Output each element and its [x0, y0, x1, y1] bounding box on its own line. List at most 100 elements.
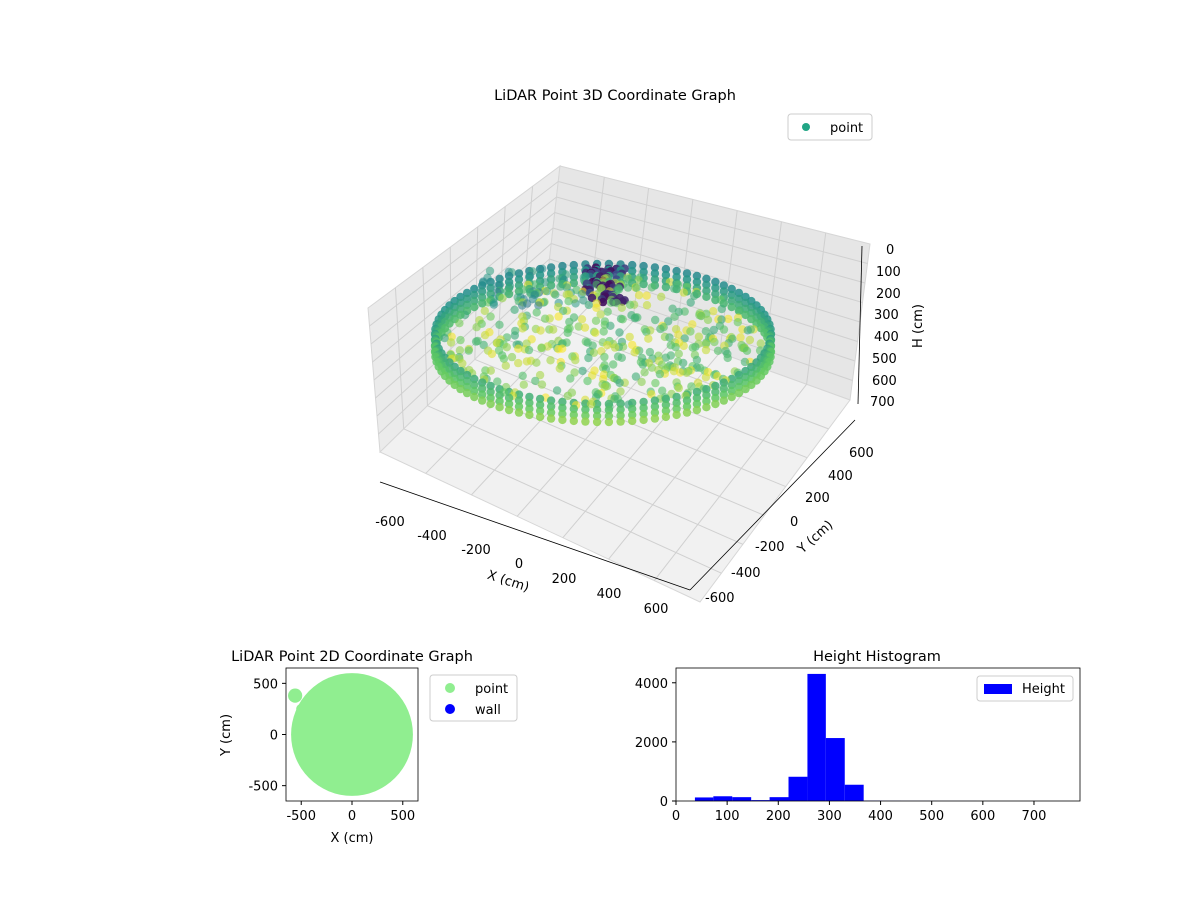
point-3d [682, 402, 692, 411]
point-3d [702, 274, 711, 283]
point-3d [625, 332, 634, 342]
point-3d [661, 412, 671, 422]
point-3d [600, 382, 609, 392]
point-3d [546, 414, 556, 423]
point-3d [692, 399, 702, 409]
point-3d [470, 374, 479, 384]
grid-line [806, 232, 827, 385]
point-3d [569, 272, 578, 282]
point-3d [665, 333, 674, 342]
point-3d [658, 386, 667, 395]
point-3d [565, 317, 574, 327]
z-tick-label: 300 [874, 308, 899, 323]
point-3d [546, 263, 556, 272]
point-3d [486, 312, 495, 321]
point-3d [610, 343, 620, 352]
grid-line [369, 181, 559, 327]
point-3d [719, 281, 728, 290]
point-3d [740, 357, 750, 367]
y-tick-label-2d: 500 [253, 677, 278, 692]
point-3d [580, 323, 590, 332]
point-3d [631, 372, 641, 381]
point-3d [682, 408, 692, 417]
x-tick-label-2d: 0 [348, 809, 356, 824]
histogram-title: Height Histogram [813, 649, 941, 665]
point-3d [603, 340, 612, 350]
point-3d [710, 337, 719, 347]
point-3d [478, 299, 487, 308]
point-3d [650, 269, 660, 278]
point-3d [546, 402, 556, 411]
point-3d [717, 315, 726, 324]
point-3d [692, 355, 702, 365]
point-3d [507, 352, 517, 362]
legend-2d: point wall [429, 674, 518, 722]
chart-3d: LiDAR Point 3D Coordinate Graph -600 -40… [367, 88, 926, 617]
point-3d [630, 313, 639, 323]
point-3d [727, 284, 736, 294]
point-3d [536, 326, 545, 335]
point-3d [577, 315, 587, 324]
point-3d [616, 399, 625, 408]
x-tick-label-hist: 0 [672, 809, 680, 824]
point-3d [688, 343, 697, 352]
point-3d [478, 390, 487, 399]
grid-line [450, 382, 765, 516]
point-3d [534, 301, 543, 310]
point-3d [623, 283, 633, 292]
point-3d [711, 393, 720, 403]
point-3d [542, 287, 552, 296]
point-3d [609, 360, 618, 369]
point-3d [470, 392, 479, 402]
point-3d [596, 310, 605, 319]
point-3d [741, 298, 750, 308]
y-tick-label-hist: 0 [660, 795, 668, 810]
point-3d [661, 394, 671, 404]
point-3d [745, 335, 755, 345]
point-3d [551, 290, 560, 299]
point-3d [618, 315, 627, 324]
point-3d [563, 391, 572, 401]
point-3d [486, 283, 495, 293]
point-3d [546, 356, 555, 365]
point-3d [525, 392, 534, 402]
point-3d [495, 397, 504, 406]
point-3d [470, 302, 479, 312]
point-3d [592, 303, 601, 312]
point-3d [661, 353, 670, 362]
point-3d [603, 307, 612, 316]
x-tick-label-2d: -500 [286, 809, 316, 824]
chart-3d-title: LiDAR Point 3D Coordinate Graph [494, 88, 736, 104]
y-tick-label-2d: 0 [270, 729, 278, 744]
point-3d [470, 296, 479, 306]
grid-line [558, 181, 868, 264]
point-3d [499, 354, 509, 363]
point-3d [639, 261, 648, 271]
point-3d [616, 411, 625, 420]
point-3d [628, 410, 637, 420]
point-3d [478, 384, 487, 393]
point-3d [591, 316, 601, 325]
z-tick-label: 600 [872, 374, 897, 389]
point-3d [630, 348, 639, 357]
point-3d [558, 306, 568, 316]
point-cloud-2d [288, 673, 413, 796]
z-axis-line [857, 245, 863, 405]
grid-line [403, 428, 722, 574]
point-3d [604, 405, 614, 415]
point-3d [569, 260, 578, 270]
x-tick-label-2d: 500 [390, 809, 415, 824]
point-3d [616, 417, 625, 426]
point-3d [692, 271, 702, 281]
point-3d [687, 382, 696, 391]
point-3d [514, 358, 523, 368]
point-3d [522, 357, 532, 366]
point-3d [610, 394, 619, 404]
point-3d [727, 380, 736, 390]
point-3d [578, 366, 587, 376]
point-3d [661, 264, 671, 274]
point-3d [604, 417, 614, 427]
z-tick-label: 700 [870, 395, 895, 410]
point-3d [502, 333, 512, 342]
point-3d [493, 339, 502, 348]
